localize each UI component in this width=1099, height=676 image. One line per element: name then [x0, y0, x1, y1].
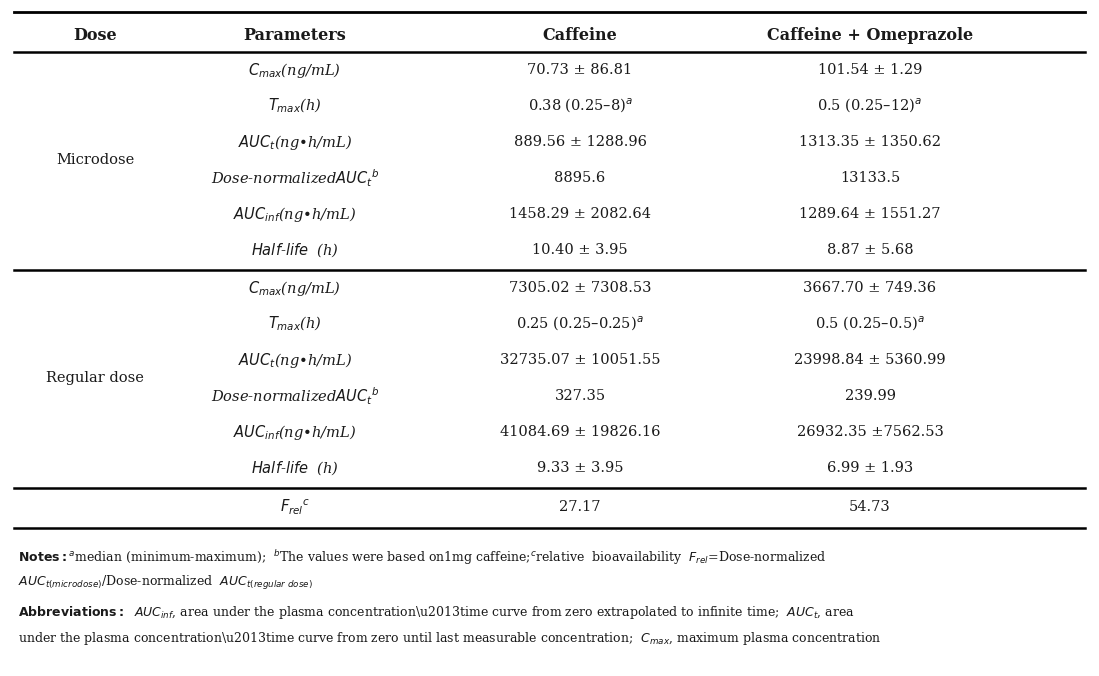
Text: Microdose: Microdose: [56, 153, 134, 167]
Text: under the plasma concentration\u2013time curve from zero until last measurable c: under the plasma concentration\u2013time…: [18, 630, 881, 647]
Text: 327.35: 327.35: [554, 389, 606, 403]
Text: 10.40 ± 3.95: 10.40 ± 3.95: [532, 243, 628, 257]
Text: 1289.64 ± 1551.27: 1289.64 ± 1551.27: [799, 207, 941, 221]
Text: 23998.84 ± 5360.99: 23998.84 ± 5360.99: [795, 353, 946, 367]
Text: 9.33 ± 3.95: 9.33 ± 3.95: [536, 461, 623, 475]
Text: 101.54 ± 1.29: 101.54 ± 1.29: [818, 63, 922, 77]
Text: $AUC_{t}$(ng•h/mL): $AUC_{t}$(ng•h/mL): [237, 350, 352, 370]
Text: 1458.29 ± 2082.64: 1458.29 ± 2082.64: [509, 207, 651, 221]
Text: 13133.5: 13133.5: [840, 171, 900, 185]
Text: $Half$-$life$  (h): $Half$-$life$ (h): [251, 241, 338, 259]
Text: $\mathbf{Abbreviations:}$  $\mathit{AUC_{inf}}$, area under the plasma concentra: $\mathbf{Abbreviations:}$ $\mathit{AUC_{…: [18, 604, 855, 621]
Text: 0.5 (0.25–12)$^{a}$: 0.5 (0.25–12)$^{a}$: [818, 97, 922, 115]
Text: 8895.6: 8895.6: [554, 171, 606, 185]
Text: Parameters: Parameters: [244, 26, 346, 43]
Text: 41084.69 ± 19826.16: 41084.69 ± 19826.16: [500, 425, 660, 439]
Text: Dose-normalized$AUC_{t}$$^{b}$: Dose-normalized$AUC_{t}$$^{b}$: [211, 167, 379, 189]
Text: $F_{rel}$$^{c}$: $F_{rel}$$^{c}$: [280, 498, 310, 516]
Text: $T_{max}$(h): $T_{max}$(h): [268, 97, 322, 115]
Text: 54.73: 54.73: [850, 500, 891, 514]
Text: $AUC_{inf}$(ng•h/mL): $AUC_{inf}$(ng•h/mL): [233, 205, 356, 224]
Text: 7305.02 ± 7308.53: 7305.02 ± 7308.53: [509, 281, 652, 295]
Text: Regular dose: Regular dose: [46, 371, 144, 385]
Text: $AUC_{inf}$(ng•h/mL): $AUC_{inf}$(ng•h/mL): [233, 422, 356, 441]
Text: $C_{max}$(ng/mL): $C_{max}$(ng/mL): [248, 279, 342, 297]
Text: 70.73 ± 86.81: 70.73 ± 86.81: [528, 63, 633, 77]
Text: 26932.35 ±7562.53: 26932.35 ±7562.53: [797, 425, 943, 439]
Text: 0.38 (0.25–8)$^{a}$: 0.38 (0.25–8)$^{a}$: [528, 97, 632, 115]
Text: 889.56 ± 1288.96: 889.56 ± 1288.96: [513, 135, 646, 149]
Text: 6.99 ± 1.93: 6.99 ± 1.93: [826, 461, 913, 475]
Text: $C_{max}$(ng/mL): $C_{max}$(ng/mL): [248, 60, 342, 80]
Text: Dose-normalized$AUC_{t}$$^{b}$: Dose-normalized$AUC_{t}$$^{b}$: [211, 385, 379, 407]
Text: 0.25 (0.25–0.25)$^{a}$: 0.25 (0.25–0.25)$^{a}$: [517, 315, 644, 333]
Text: 32735.07 ± 10051.55: 32735.07 ± 10051.55: [500, 353, 660, 367]
Text: 1313.35 ± 1350.62: 1313.35 ± 1350.62: [799, 135, 941, 149]
Text: Caffeine + Omeprazole: Caffeine + Omeprazole: [767, 26, 973, 43]
Text: Dose: Dose: [74, 26, 116, 43]
Text: $T_{max}$(h): $T_{max}$(h): [268, 315, 322, 333]
Text: 0.5 (0.25–0.5)$^{a}$: 0.5 (0.25–0.5)$^{a}$: [815, 315, 925, 333]
Text: 8.87 ± 5.68: 8.87 ± 5.68: [826, 243, 913, 257]
Text: 27.17: 27.17: [559, 500, 601, 514]
Text: Caffeine: Caffeine: [543, 26, 618, 43]
Text: 239.99: 239.99: [844, 389, 896, 403]
Text: 3667.70 ± 749.36: 3667.70 ± 749.36: [803, 281, 936, 295]
Text: $Half$-$life$  (h): $Half$-$life$ (h): [251, 459, 338, 477]
Text: $AUC_{t}$(ng•h/mL): $AUC_{t}$(ng•h/mL): [237, 132, 352, 151]
Text: $\mathbf{Notes:}$$^{a}$median (minimum-maximum);  $^{b}$The values were based on: $\mathbf{Notes:}$$^{a}$median (minimum-m…: [18, 548, 826, 567]
Text: $\mathit{AUC_{t(microdose)}}$/Dose-normalized  $\mathit{AUC_{t(regular\ dose)}}$: $\mathit{AUC_{t(microdose)}}$/Dose-norma…: [18, 574, 313, 592]
